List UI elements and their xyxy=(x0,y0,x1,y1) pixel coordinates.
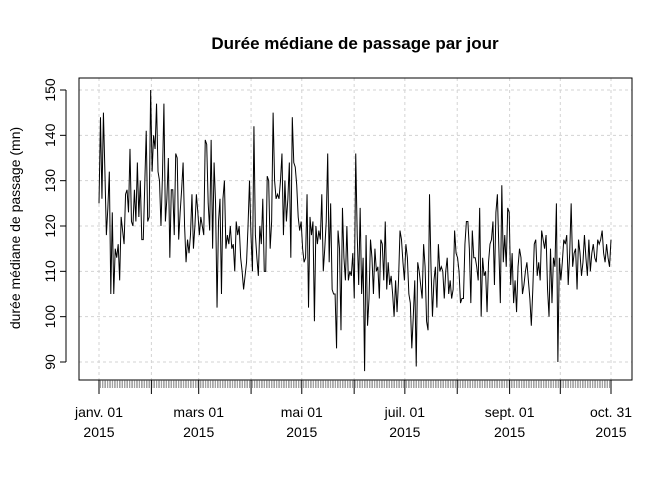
y-tick-label: 150 xyxy=(42,78,58,102)
y-axis: 90 100 110 120 130 140 150 xyxy=(42,78,67,370)
x-tick-label-year: 2015 xyxy=(286,424,317,440)
x-tick-label-year: 2015 xyxy=(83,424,114,440)
x-tick-label-year: 2015 xyxy=(389,424,420,440)
grid xyxy=(79,78,632,380)
y-tick-label: 100 xyxy=(42,305,58,329)
plot-frame xyxy=(78,77,633,381)
y-axis-label: durée médiane de passage (mn) xyxy=(7,127,23,329)
x-axis: janv. 01 2015 mars 01 2015 mai 01 2015 juil. 0… xyxy=(74,379,632,440)
x-tick-label: oct. 31 xyxy=(590,404,632,420)
y-tick-label: 120 xyxy=(42,214,58,238)
x-tick-label: juil. 01 xyxy=(384,404,426,420)
x-tick-label: mars 01 xyxy=(173,404,224,420)
x-tick-label-year: 2015 xyxy=(183,424,214,440)
y-tick-label: 90 xyxy=(42,354,58,370)
x-tick-label: janv. 01 xyxy=(74,404,123,420)
x-tick-label: mai 01 xyxy=(281,404,323,420)
series-line xyxy=(98,89,612,372)
x-tick-label-year: 2015 xyxy=(595,424,626,440)
y-tick-label: 130 xyxy=(42,169,58,193)
x-tick-label-year: 2015 xyxy=(494,424,525,440)
y-tick-label: 110 xyxy=(42,260,58,283)
y-tick-label: 140 xyxy=(42,123,58,147)
x-tick-label: sept. 01 xyxy=(485,404,535,420)
chart-title: Durée médiane de passage par jour xyxy=(211,34,499,53)
